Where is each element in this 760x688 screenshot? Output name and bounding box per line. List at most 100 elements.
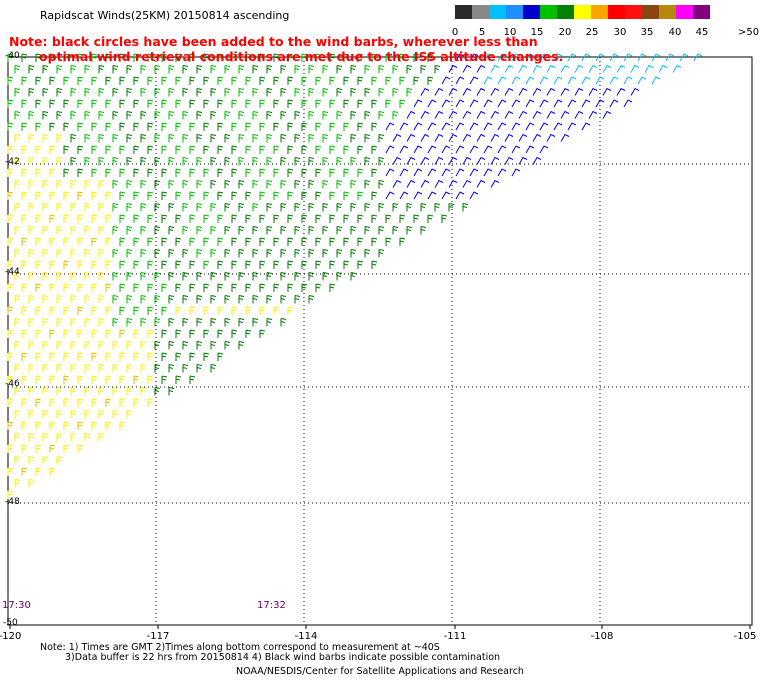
wind-barb bbox=[217, 237, 224, 246]
wind-barb bbox=[441, 145, 451, 154]
wind-barb bbox=[385, 145, 395, 154]
wind-barb bbox=[56, 295, 63, 304]
wind-barb bbox=[483, 168, 493, 177]
wind-barb bbox=[252, 65, 259, 74]
footnote-line-1: Note: 1) Times are GMT 2)Times along bot… bbox=[40, 642, 440, 653]
wind-barb bbox=[154, 249, 161, 258]
wind-barb bbox=[91, 145, 98, 154]
wind-barb bbox=[371, 53, 378, 62]
wind-barb bbox=[259, 53, 266, 62]
wind-barb bbox=[315, 214, 322, 223]
wind-barb bbox=[189, 168, 196, 177]
wind-barb bbox=[294, 226, 301, 235]
wind-barb bbox=[63, 260, 70, 269]
wind-barb bbox=[56, 272, 63, 281]
wind-barb bbox=[420, 226, 427, 235]
wind-barb bbox=[392, 111, 399, 120]
wind-barb bbox=[49, 352, 56, 361]
wind-barb bbox=[168, 111, 175, 120]
wind-barb bbox=[252, 295, 259, 304]
wind-barb bbox=[147, 99, 154, 108]
wind-barb bbox=[7, 352, 14, 361]
wind-barb bbox=[182, 157, 189, 166]
legend-swatch bbox=[455, 5, 472, 19]
wind-barb bbox=[448, 156, 458, 165]
wind-barb bbox=[525, 145, 535, 154]
wind-barb bbox=[371, 168, 378, 177]
wind-barb bbox=[147, 53, 154, 62]
wind-barb bbox=[266, 111, 273, 120]
wind-barb bbox=[483, 99, 493, 108]
wind-barb bbox=[210, 249, 217, 258]
wind-barb bbox=[7, 421, 14, 430]
wind-barb bbox=[532, 87, 542, 96]
wind-barb bbox=[98, 180, 105, 189]
wind-barb bbox=[42, 203, 49, 212]
wind-barb bbox=[350, 203, 357, 212]
wind-barb bbox=[133, 53, 140, 62]
wind-barb bbox=[112, 341, 119, 350]
wind-barb bbox=[217, 122, 224, 131]
wind-barb bbox=[42, 180, 49, 189]
wind-barb bbox=[294, 249, 301, 258]
wind-barb bbox=[98, 272, 105, 281]
wind-barb bbox=[28, 180, 35, 189]
wind-barb bbox=[406, 65, 413, 74]
wind-barb bbox=[14, 318, 21, 327]
wind-barb bbox=[168, 65, 175, 74]
wind-barb bbox=[105, 421, 112, 430]
wind-barb bbox=[112, 295, 119, 304]
wind-barb bbox=[140, 134, 147, 143]
wind-barb bbox=[98, 364, 105, 373]
wind-barb bbox=[35, 375, 42, 384]
wind-barb bbox=[91, 329, 98, 338]
wind-barb bbox=[14, 226, 21, 235]
wind-barb bbox=[483, 76, 493, 85]
wind-barb bbox=[378, 157, 385, 166]
wind-barb bbox=[504, 156, 514, 165]
wind-barb bbox=[357, 260, 364, 269]
wind-barb bbox=[147, 398, 154, 407]
wind-barb bbox=[343, 145, 350, 154]
wind-barb bbox=[140, 387, 147, 396]
wind-barb bbox=[231, 145, 238, 154]
wind-barb bbox=[49, 99, 56, 108]
wind-barb bbox=[196, 272, 203, 281]
wind-barb bbox=[77, 122, 84, 131]
wind-barb bbox=[266, 249, 273, 258]
wind-barb bbox=[364, 180, 371, 189]
wind-barb bbox=[56, 410, 63, 419]
wind-barb bbox=[133, 237, 140, 246]
wind-barb bbox=[105, 53, 112, 62]
wind-barb bbox=[399, 99, 406, 108]
wind-barb bbox=[140, 203, 147, 212]
wind-barb bbox=[378, 134, 385, 143]
wind-barb bbox=[175, 168, 182, 177]
wind-barb bbox=[259, 191, 266, 200]
wind-barb bbox=[112, 157, 119, 166]
wind-barb bbox=[49, 398, 56, 407]
wind-barb bbox=[168, 249, 175, 258]
wind-barb bbox=[315, 191, 322, 200]
wind-barb bbox=[112, 226, 119, 235]
wind-barb bbox=[385, 168, 395, 177]
wind-barb bbox=[21, 421, 28, 430]
time-label-2: 17:32 bbox=[257, 600, 286, 611]
wind-barb bbox=[231, 214, 238, 223]
wind-barb bbox=[168, 364, 175, 373]
wind-barb bbox=[455, 76, 465, 85]
wind-barb bbox=[154, 157, 161, 166]
wind-barb bbox=[231, 191, 238, 200]
wind-barb bbox=[203, 168, 210, 177]
wind-barb bbox=[84, 272, 91, 281]
wind-barb bbox=[105, 214, 112, 223]
wind-barb bbox=[252, 226, 259, 235]
wind-barb bbox=[560, 87, 570, 96]
wind-barb bbox=[21, 168, 28, 177]
wind-barb bbox=[21, 76, 28, 85]
wind-barb bbox=[413, 191, 423, 200]
wind-barb bbox=[224, 134, 231, 143]
wind-barb bbox=[182, 226, 189, 235]
wind-barb bbox=[427, 214, 434, 223]
wind-barb bbox=[224, 249, 231, 258]
